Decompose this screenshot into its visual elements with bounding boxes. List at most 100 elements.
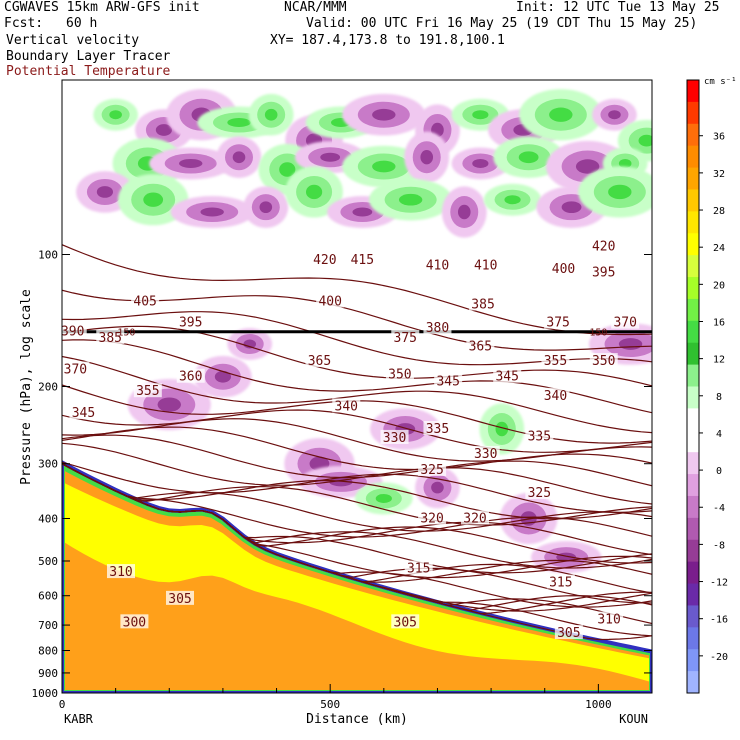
theta-label-bg xyxy=(423,420,452,435)
vv-contour-core xyxy=(398,193,423,206)
colorbar-swatch xyxy=(687,101,699,125)
colorbar-tick-label: 16 xyxy=(713,317,725,328)
y-tick-label: 200 xyxy=(38,381,58,394)
theta-label: 420 xyxy=(313,253,336,268)
colorbar-swatch xyxy=(687,386,699,409)
colorbar-tick-label: -4 xyxy=(713,503,725,514)
theta-label-bg xyxy=(461,510,489,525)
vv-contour-core xyxy=(518,151,539,164)
vv-contour-core xyxy=(372,108,396,121)
right-station-label: KOUN xyxy=(619,712,648,726)
colorbar-swatch xyxy=(687,495,699,519)
cross-section-endpoints: XY= 187.4,173.8 to 191.8,100.1 xyxy=(270,33,505,48)
theta-label-bg xyxy=(589,353,618,368)
colorbar-tick-label: 28 xyxy=(713,206,725,217)
theta-label: 420 xyxy=(592,240,615,255)
model-title: CGWAVES 15km ARW-GFS init xyxy=(4,0,200,15)
theta-label-bg xyxy=(595,611,624,626)
theta-contour xyxy=(62,409,652,453)
colorbar-units: cm s⁻¹ xyxy=(704,77,737,87)
theta-label: 320 xyxy=(463,512,486,527)
vv-contour-core xyxy=(352,207,373,217)
vv-contour-core xyxy=(420,150,434,165)
theta-label: 305 xyxy=(394,615,417,630)
theta-label-bg xyxy=(310,252,339,267)
colorbar-swatch xyxy=(687,342,699,366)
vv-contour-core xyxy=(472,110,489,120)
theta-label: 350 xyxy=(592,354,615,369)
field-label-tracer: Boundary Layer Tracer xyxy=(6,49,171,64)
theta-label-bg xyxy=(62,323,87,338)
colorbar-swatch xyxy=(687,583,699,606)
vv-contour-core xyxy=(155,124,173,136)
colorbar-tick-label: 12 xyxy=(713,355,725,366)
vv-contour-core xyxy=(561,201,582,214)
theta-label: 345 xyxy=(436,375,459,390)
theta-label-bg xyxy=(96,329,125,344)
forecast-label: Fcst: xyxy=(4,16,44,31)
vv-contour-core xyxy=(457,204,471,220)
theta-label-bg xyxy=(471,257,500,272)
vv-contour-core xyxy=(96,186,114,198)
colorbar-tick-label: 8 xyxy=(716,392,722,403)
theta-label-bg xyxy=(611,314,640,329)
field-label-vertical-velocity: Vertical velocity xyxy=(6,33,140,48)
theta-label: 400 xyxy=(318,295,341,310)
theta-label: 390 xyxy=(61,325,84,340)
colorbar-swatch xyxy=(687,277,699,300)
theta-label-bg xyxy=(471,445,500,460)
colorbar-swatch xyxy=(687,605,699,628)
vv-contour-core xyxy=(264,108,278,121)
theta-label-bg xyxy=(305,353,334,368)
theta-label-bg xyxy=(418,510,447,525)
theta-label: 355 xyxy=(136,384,159,399)
colorbar-swatch xyxy=(687,539,699,563)
theta-label: 380 xyxy=(426,321,449,336)
theta-label-bg xyxy=(589,264,618,279)
theta-label: 315 xyxy=(549,576,572,591)
y-axis-label: Pressure (hPa), log scale xyxy=(19,289,34,485)
vv-contour-core xyxy=(214,370,232,383)
colorbar-tick-label: 20 xyxy=(713,280,725,291)
theta-contour xyxy=(62,434,652,487)
vv-contour-core xyxy=(495,421,509,437)
theta-label-bg xyxy=(549,261,578,276)
colorbar-frame xyxy=(686,79,700,694)
theta-label-bg xyxy=(546,574,575,589)
vv-contour-core xyxy=(608,184,632,200)
theta-label-bg xyxy=(131,293,160,308)
theta-label: 345 xyxy=(495,370,518,385)
vv-contour-core xyxy=(372,160,396,173)
theta-label: 310 xyxy=(109,565,132,580)
colorbar-swatch xyxy=(687,627,699,650)
colorbar-tick-label: 0 xyxy=(716,466,722,477)
theta-contour xyxy=(62,442,652,505)
y-tick-label: 100 xyxy=(38,248,58,261)
vv-contour-core xyxy=(305,184,323,200)
colorbar-swatch xyxy=(687,452,699,475)
theta-label-bg xyxy=(176,314,205,329)
theta-label: 375 xyxy=(546,316,569,331)
theta-label-bg xyxy=(348,252,377,267)
colorbar-swatch xyxy=(687,123,699,147)
y-tick-label: 500 xyxy=(38,555,58,568)
theta-contour xyxy=(62,426,652,471)
colorbar-swatch xyxy=(687,298,699,322)
theta-label: 395 xyxy=(179,316,202,331)
colorbar-swatch xyxy=(687,255,699,278)
colorbar-tick-label: -12 xyxy=(710,578,728,589)
theta-contour xyxy=(62,461,652,513)
theta-label: 365 xyxy=(469,339,492,354)
plot-area: 420 415 410 410 420 400 395 405 400 385 395 375 370 3… xyxy=(61,89,652,693)
theta-contour xyxy=(62,463,652,641)
theta-label-bg xyxy=(166,590,194,605)
theta-label-bg xyxy=(418,461,447,476)
vv-contour-core xyxy=(431,481,444,494)
colorbar-swatch xyxy=(687,320,699,344)
theta-label-bg xyxy=(423,319,452,334)
colorbar-swatch xyxy=(687,474,699,497)
init-time: Init: 12 UTC Tue 13 May 25 xyxy=(516,0,720,15)
tropopause-label: 150 xyxy=(589,328,607,339)
theta-label: 305 xyxy=(168,592,191,607)
